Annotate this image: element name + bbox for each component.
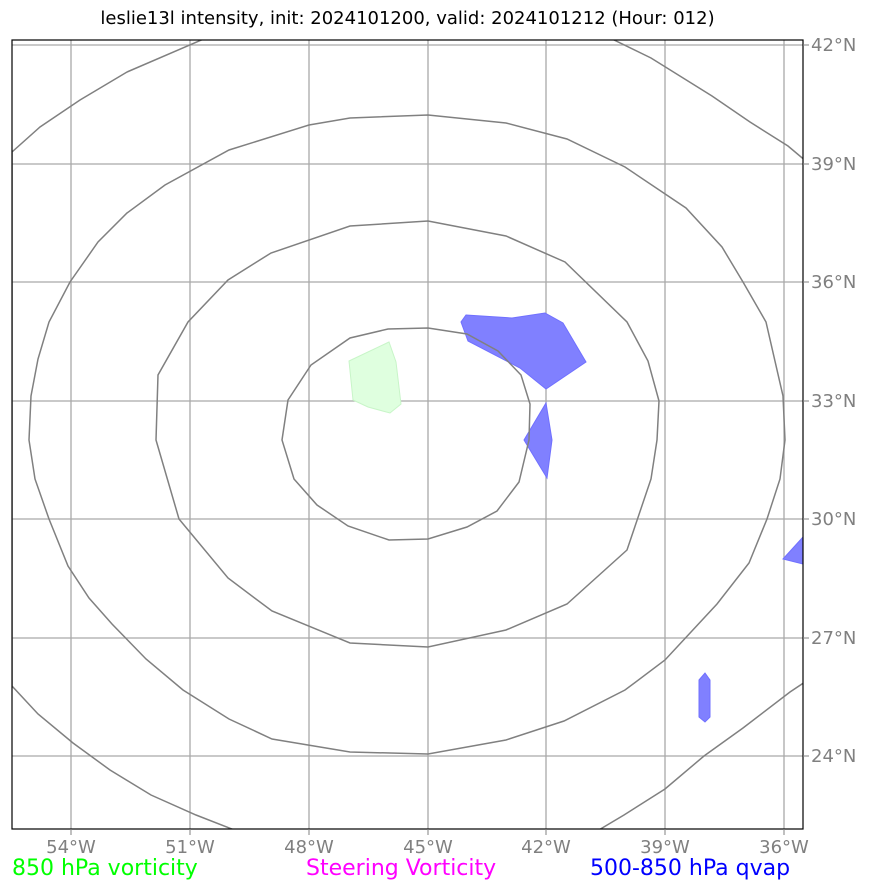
range-ring-2 xyxy=(155,220,660,648)
x-axis-ticks xyxy=(70,829,785,835)
legend-qvap: 500-850 hPa qvap xyxy=(590,856,791,881)
y-tick-label: 39°N xyxy=(811,154,856,175)
y-tick-label: 33°N xyxy=(811,391,856,412)
legend-steering-vorticity: Steering Vorticity xyxy=(306,856,497,881)
x-tick-label: 48°W xyxy=(284,837,334,858)
x-tick-label: 54°W xyxy=(46,837,96,858)
range-ring-3 xyxy=(28,114,786,755)
qvap-patch-center xyxy=(523,401,553,480)
range-ring-4 xyxy=(12,40,803,829)
lat-lon-grid xyxy=(12,40,803,829)
qvap-patch-east-edge xyxy=(782,536,803,565)
vorticity-850-contours xyxy=(348,341,402,414)
y-axis-labels: 42°N 39°N 36°N 33°N 30°N 27°N 24°N xyxy=(811,35,856,767)
y-tick-label: 42°N xyxy=(811,35,856,56)
plot-frame xyxy=(11,39,804,830)
y-axis-ticks xyxy=(803,44,809,757)
range-rings xyxy=(12,40,803,829)
y-tick-label: 36°N xyxy=(811,272,856,293)
y-tick-label: 30°N xyxy=(811,509,856,530)
y-tick-label: 27°N xyxy=(811,628,856,649)
vorticity-850-patch xyxy=(348,341,402,414)
range-ring-1 xyxy=(281,327,531,541)
legend-850-vorticity: 850 hPa vorticity xyxy=(12,856,198,881)
x-tick-label: 45°W xyxy=(403,837,453,858)
x-tick-label: 36°W xyxy=(759,837,809,858)
map-plot-area xyxy=(12,40,803,829)
qvap-patch-north xyxy=(460,312,587,390)
map-title: leslie13l intensity, init: 2024101200, v… xyxy=(100,8,715,29)
x-tick-label: 39°W xyxy=(640,837,690,858)
qvap-500-850-contours xyxy=(460,312,803,723)
qvap-patch-southeast xyxy=(698,672,711,723)
y-tick-label: 24°N xyxy=(811,746,856,767)
x-tick-label: 51°W xyxy=(165,837,215,858)
x-axis-labels: 54°W 51°W 48°W 45°W 42°W 39°W 36°W xyxy=(46,837,809,858)
x-tick-label: 42°W xyxy=(521,837,571,858)
